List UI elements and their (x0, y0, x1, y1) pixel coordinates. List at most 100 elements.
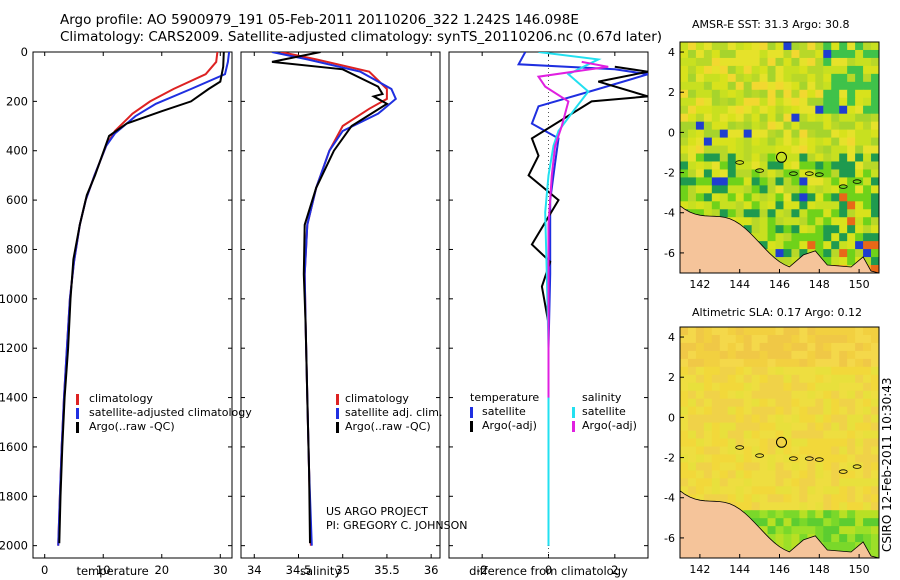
map-cell (871, 113, 880, 123)
map-cell (711, 73, 721, 83)
csiro-timestamp: CSIRO 12-Feb-2011 10:30:43 (880, 377, 894, 552)
map-cell (815, 454, 824, 463)
map-cell (871, 342, 880, 352)
map-cell (823, 49, 832, 59)
map-cell (680, 121, 689, 131)
map-cell (815, 486, 824, 495)
map-cell (759, 153, 768, 162)
map-cell (727, 113, 737, 123)
map-cell (767, 430, 776, 439)
map-cell (799, 73, 808, 83)
map-cell (847, 89, 856, 99)
map-cell (847, 257, 856, 266)
map-cell (680, 334, 689, 344)
legend-title: salinity (582, 391, 622, 404)
map-cell (847, 350, 856, 360)
map-cell (831, 193, 840, 202)
map-cell (799, 382, 808, 392)
map-cell (807, 390, 816, 400)
map-cell (863, 366, 872, 376)
map-cell (839, 374, 848, 384)
map-cell (759, 366, 768, 376)
map-cell (871, 406, 880, 416)
map-cell (735, 89, 745, 99)
map-cell (791, 526, 800, 535)
map-cell (815, 414, 824, 423)
map-cell (735, 446, 745, 455)
map-cell (863, 422, 872, 431)
map-cell (863, 406, 872, 416)
map-cell (759, 89, 768, 99)
map-cell (839, 327, 848, 336)
map-cell (871, 137, 880, 146)
map-cell (863, 350, 872, 360)
map-cell (823, 374, 832, 384)
map-cell (735, 121, 745, 131)
map-cell (823, 89, 832, 99)
map-cell (807, 233, 816, 242)
map-cell (831, 145, 840, 154)
map-cell (815, 470, 824, 479)
map-cell (759, 129, 768, 138)
map-cell (767, 201, 776, 210)
map-cell (719, 382, 729, 392)
map-cell (775, 153, 784, 162)
map-cell (847, 57, 856, 67)
map-cell (863, 374, 872, 384)
map-cell (855, 225, 864, 234)
map-cell (743, 470, 753, 479)
map-cell (775, 225, 784, 234)
map-cell (719, 97, 729, 107)
map-cell (839, 209, 848, 218)
map-cell (807, 145, 816, 154)
map-cell (767, 406, 776, 416)
map-cell (783, 494, 792, 503)
map-cell (791, 478, 800, 487)
map-cell (743, 73, 753, 83)
map-cell (871, 470, 880, 479)
map-cell (767, 398, 776, 408)
map-cell (767, 366, 776, 376)
map-cell (767, 462, 776, 471)
map-cell (823, 169, 832, 178)
map-cell (871, 398, 880, 408)
legend-label: satellite (582, 405, 626, 418)
map-cell (743, 169, 753, 178)
map-cell (759, 470, 768, 479)
map-cell (791, 137, 800, 146)
map-cell (735, 97, 745, 107)
map-cell (743, 217, 753, 226)
map-cell (871, 374, 880, 384)
map-cell (863, 65, 872, 75)
map-cell (815, 121, 824, 131)
map-cell (839, 446, 848, 455)
map-cell (863, 486, 872, 495)
map-cell (799, 233, 808, 242)
map-cell (687, 169, 697, 178)
map-cell (863, 478, 872, 487)
map-cell (687, 462, 697, 471)
map-cell (807, 358, 816, 368)
map-cell (719, 334, 729, 344)
map-cell (759, 327, 768, 336)
map-cell (743, 201, 753, 210)
map-cell (871, 185, 880, 194)
map-cell (791, 327, 800, 336)
map-cell (687, 374, 697, 384)
map-cell (711, 390, 721, 400)
map-cell (807, 414, 816, 423)
map-cell (871, 121, 880, 131)
map-cell (791, 406, 800, 416)
map-cell (863, 454, 872, 463)
map-cell (711, 414, 721, 423)
map-cell (847, 49, 856, 59)
map-cell (847, 137, 856, 146)
map-cell (687, 398, 697, 408)
map-cell (847, 97, 856, 107)
map-cell (719, 201, 729, 210)
map-cell (695, 454, 705, 463)
map-cell (823, 526, 832, 535)
map-cell (831, 486, 840, 495)
map-cell (855, 97, 864, 107)
map-cell (855, 89, 864, 99)
